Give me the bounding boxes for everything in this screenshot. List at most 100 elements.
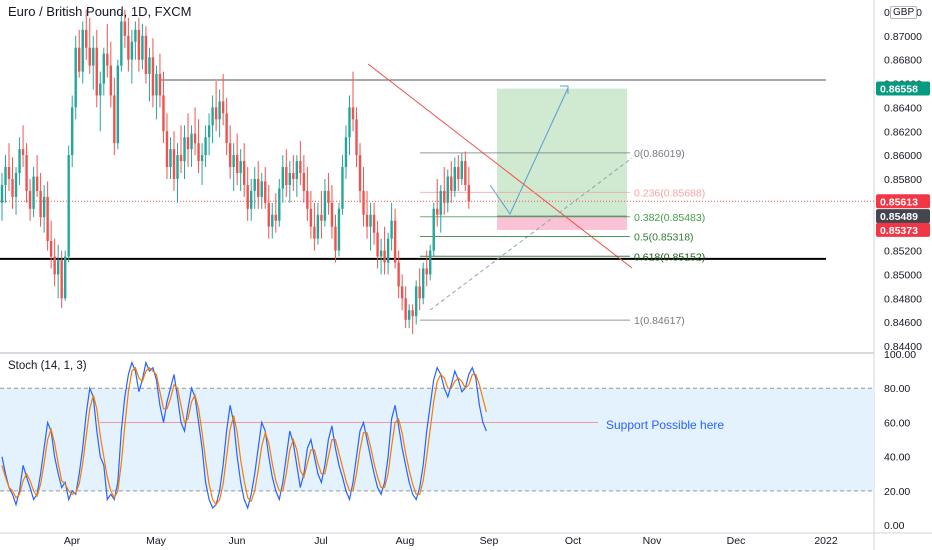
candle-body [274,214,277,221]
fib-levels: 0(0.86019) 0.236(0.85688) 0.382(0.85483) 0.… [420,148,705,327]
candle-body [197,143,200,162]
candle-body [393,220,397,263]
candle-body [432,208,435,251]
price-tick-label: 0.85000 [884,269,922,281]
candle-body [39,190,42,218]
candle-body [404,298,407,320]
candle-body [71,107,74,156]
candle-body [53,256,56,275]
candle-body [186,137,190,150]
currency-badge[interactable]: GBP [890,6,918,19]
candle-body [179,155,183,162]
candle-body [397,262,400,287]
candle-body [348,107,351,138]
candle-body [341,167,344,209]
candle-body [376,232,379,257]
time-tick-label: Nov [643,535,662,547]
candle-body [106,53,109,66]
stoch-tick-label: 20.00 [884,486,910,498]
candle-body [193,133,197,144]
candle-body [144,35,148,74]
candle-body [271,214,274,227]
price-tick-label: 0.87000 [884,31,922,43]
price-tick-label: 0.86000 [884,150,922,162]
price-tag [876,81,930,96]
time-axis[interactable]: Apr May Jun Jul Aug Sep Oct Nov Dec 2022 [64,535,838,547]
candle-body [379,250,383,257]
candle-body [25,155,28,191]
candle-body [358,155,362,191]
candle-body [464,161,467,185]
candle-body [200,155,204,162]
candle-body [429,250,432,275]
candle-body [21,149,25,156]
candle-body [63,256,67,299]
time-tick-label: Oct [565,535,581,547]
candle-body [309,208,313,227]
candle-body [32,176,35,209]
candle-body [99,83,102,96]
candle-body [95,47,98,96]
candle-body [239,161,242,174]
candle-body [457,167,460,179]
candle-body [425,268,428,275]
candle-body [172,149,176,179]
candle-body [204,137,207,156]
candle-body [11,178,14,197]
price-tick-label: 0.86800 [884,55,922,67]
time-tick-label: Jun [229,535,246,547]
stoch-tick-label: 40.00 [884,452,910,464]
candle-body [390,220,393,239]
candle-body [443,190,446,203]
candle-body [137,29,141,60]
candle-body [246,184,249,209]
stoch-d-line [1,366,487,506]
down-trendline [367,63,633,269]
target-zone [497,88,627,217]
projection-arrowhead [560,85,569,94]
stop-zone [497,216,627,230]
candle-body [334,226,337,251]
candle-body [320,214,323,221]
candle-body [35,176,39,191]
candle-body [155,73,158,96]
candle-body [60,260,63,299]
candle-body [88,47,91,66]
candle-body [313,226,316,239]
drawing-lines [0,63,874,423]
candle-body [56,260,60,275]
candle-body [316,214,320,239]
price-tick-label: 0.86200 [884,126,922,138]
candle-body [67,155,70,257]
candle-body [460,161,464,179]
stoch-title: Stoch (14, 1, 3) [8,360,87,372]
candle-body [250,190,253,209]
candle-body [232,155,235,168]
price-tick-label: 0.86400 [884,102,922,114]
candle-body [351,107,355,120]
candle-body [411,310,414,317]
candle-body [214,107,218,120]
candle-body [386,238,390,263]
stoch-band-fill [0,388,874,491]
price-tag [876,222,930,237]
fib-label: 0.618(0.85152) [634,251,705,263]
candle-body [422,268,425,299]
candle-body [92,47,95,66]
candle-body [169,149,172,168]
candle-body [211,107,214,126]
price-tick-label: 0.85200 [884,246,922,258]
candle-body [369,214,372,227]
candle-body [176,155,179,179]
candle-body [355,119,358,156]
candle-body [323,190,327,221]
candle-body [123,21,127,36]
candle-body [151,57,155,96]
fib-label: 1(0.84617) [634,315,685,327]
candle-body [46,196,49,242]
price-tag-label: 0.86558 [880,84,918,96]
candle-body [127,35,130,60]
price-tick-label: 0.84800 [884,293,922,305]
candle-body [264,181,267,203]
fib-label: 0.382(0.85483) [634,212,705,224]
